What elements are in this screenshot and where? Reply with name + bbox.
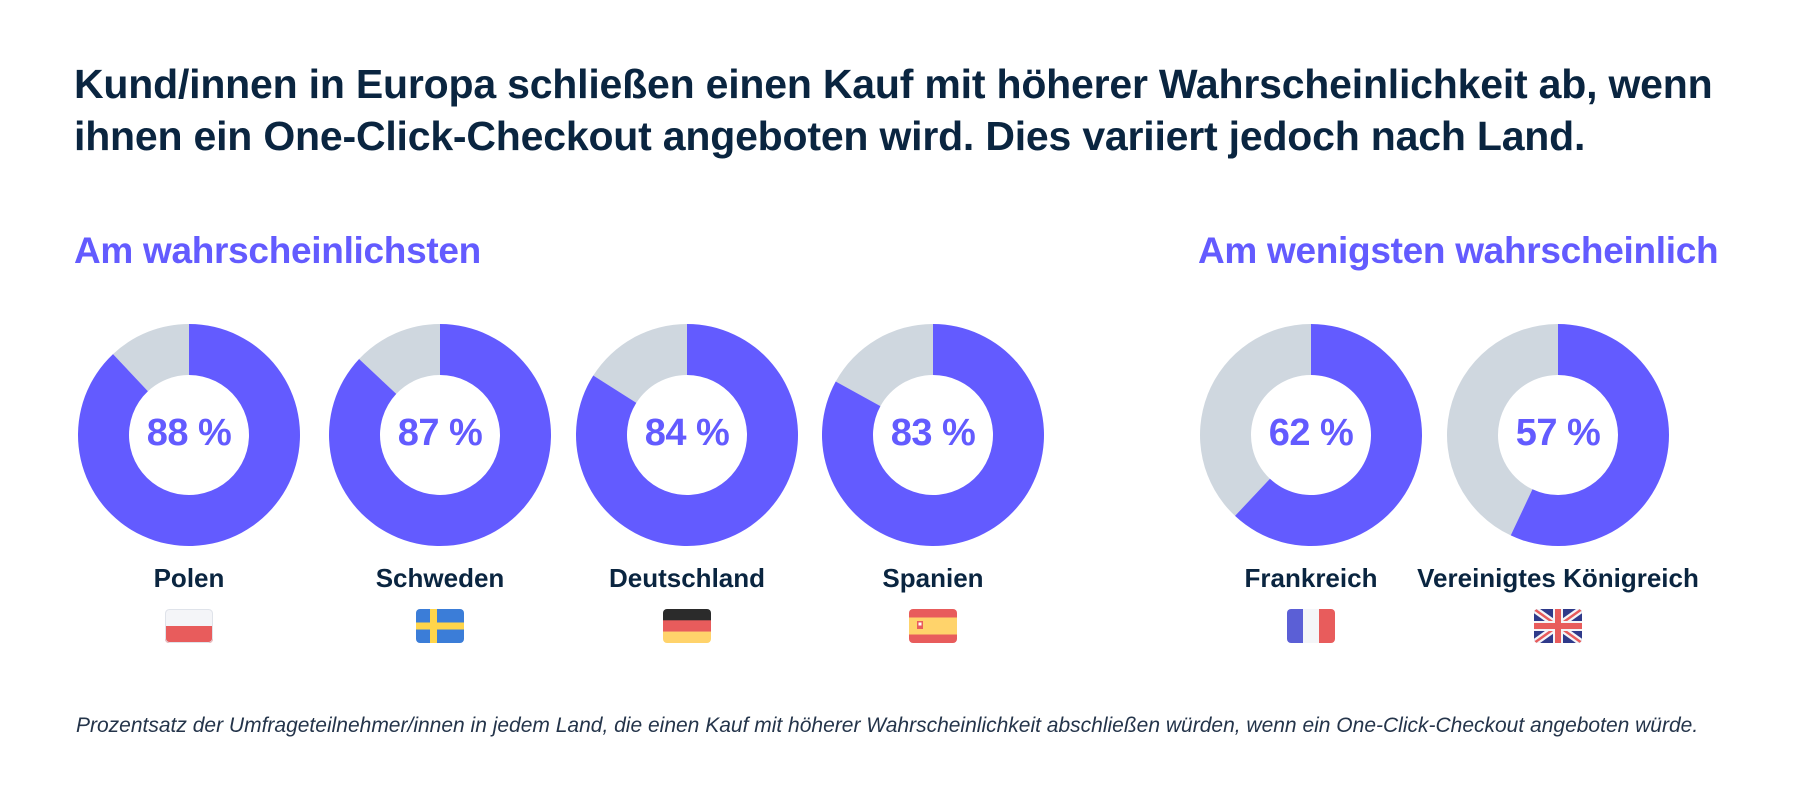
donut-value-segment xyxy=(822,324,1044,546)
donut-remainder-segment xyxy=(835,324,933,407)
footnote: Prozentsatz der Umfrageteilnehmer/innen … xyxy=(76,714,1699,737)
donut-value-segment xyxy=(1510,324,1669,546)
donut-graphic xyxy=(328,324,551,546)
group-title-most-likely: Am wahrscheinlichsten xyxy=(74,230,481,271)
uk-flag-icon xyxy=(1534,609,1582,643)
donut-remainder-segment xyxy=(113,324,189,392)
group-title-least-likely: Am wenigsten wahrscheinlich xyxy=(1198,230,1719,271)
donut-value-segment xyxy=(1235,324,1422,546)
country-label: Schweden xyxy=(375,563,505,593)
donut-chart-polen: 88 % Polen xyxy=(74,320,304,650)
donut-value-segment xyxy=(576,324,798,546)
donut-remainder-segment xyxy=(1447,324,1558,536)
donut-value-segment xyxy=(78,324,300,546)
country-label: Frankreich xyxy=(1244,563,1378,593)
donut-graphic xyxy=(1447,324,1669,546)
country-label: Polen xyxy=(153,563,225,593)
country-label: Spanien xyxy=(882,563,984,593)
percentage-label: 84 % xyxy=(644,412,730,454)
donut-remainder-segment xyxy=(1200,324,1311,516)
france-flag-icon xyxy=(1287,609,1335,643)
percentage-label: 62 % xyxy=(1268,412,1354,454)
donut-graphic xyxy=(576,324,798,546)
percentage-label: 88 % xyxy=(146,412,232,454)
percentage-label: 83 % xyxy=(890,412,976,454)
donut-chart-vereinigtes-koenigreich: 57 % Vereinigtes Königreich xyxy=(1417,320,1699,650)
country-label: Deutschland xyxy=(608,563,766,593)
donut-remainder-segment xyxy=(593,324,687,403)
chart-headline: Kund/innen in Europa schließen einen Kau… xyxy=(74,61,1713,159)
donut-chart-deutschland: 84 % Deutschland xyxy=(572,320,802,650)
germany-flag-icon xyxy=(663,609,711,643)
sweden-flag-icon xyxy=(416,609,464,643)
poland-flag-icon xyxy=(165,609,213,643)
donut-chart-schweden: 87 % Schweden xyxy=(325,320,555,650)
donut-graphic xyxy=(1200,324,1422,546)
donut-graphic xyxy=(78,324,300,546)
spain-flag-icon xyxy=(909,609,957,643)
percentage-label: 87 % xyxy=(397,412,483,454)
donut-remainder-segment xyxy=(359,324,440,394)
donut-chart-frankreich: 62 % Frankreich xyxy=(1196,320,1426,650)
donut-value-segment xyxy=(328,324,551,546)
country-label: Vereinigtes Königreich xyxy=(1417,563,1699,593)
donut-chart-spanien: 83 % Spanien xyxy=(818,320,1048,650)
donut-graphic xyxy=(822,324,1044,546)
percentage-label: 57 % xyxy=(1515,412,1601,454)
